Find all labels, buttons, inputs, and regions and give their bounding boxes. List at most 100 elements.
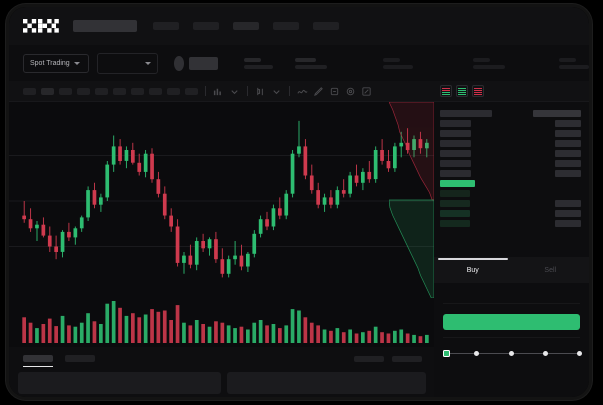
timeframe-3[interactable] (77, 87, 90, 95)
percent-slider[interactable] (443, 349, 582, 358)
timeframe-6[interactable] (131, 87, 144, 95)
ticker-stat-4 (559, 57, 589, 69)
chevron-down-icon (144, 61, 151, 65)
timeframe-1[interactable] (41, 87, 54, 95)
slider-stop-100[interactable] (577, 351, 582, 356)
order-field-2[interactable] (443, 321, 580, 338)
timeframe-9[interactable] (185, 87, 198, 95)
pair-selector-dropdown[interactable] (97, 52, 158, 74)
bottom-action-1[interactable] (392, 355, 422, 362)
ticker-stat-3 (473, 57, 505, 69)
orderbook-bid-bar (440, 149, 471, 157)
orderbook-row[interactable] (440, 168, 581, 178)
order-form (434, 283, 589, 397)
orderbook-both-icon[interactable] (440, 85, 452, 97)
bottom-tab-0[interactable] (23, 355, 53, 367)
toolbar-divider (247, 86, 248, 96)
orderbook-ask-bar (555, 149, 581, 157)
timeframe-2[interactable] (59, 87, 72, 95)
orderbook-row[interactable] (440, 138, 581, 148)
market-type-label: Spot Trading (30, 59, 70, 67)
pair-avatar (173, 55, 184, 71)
orderbook-row[interactable] (440, 148, 581, 158)
orderbook-ask-bar (555, 129, 581, 137)
magnet-icon[interactable] (329, 86, 340, 97)
market-type-dropdown[interactable]: Spot Trading (23, 53, 89, 73)
orderbook-bid-bar (440, 189, 470, 197)
orderbook-ask-bar (555, 169, 581, 177)
nav-item-1[interactable] (193, 22, 219, 30)
timeframe-4[interactable] (95, 87, 108, 95)
settings-icon[interactable] (345, 86, 356, 97)
timeframe-7[interactable] (149, 87, 162, 95)
orderbook-bid-bar (440, 179, 475, 187)
orderbook-ask-bar (555, 159, 581, 167)
ticker-stats (232, 57, 589, 69)
chevron-down-icon[interactable] (271, 86, 282, 97)
orderbook-bid-bar (440, 129, 471, 137)
orderbook-ask-bar (555, 199, 581, 207)
app-screen: Spot Trading (9, 7, 589, 397)
orderbook-row[interactable] (440, 158, 581, 168)
nav-item-3[interactable] (273, 22, 299, 30)
ticker-stat-2 (383, 57, 413, 69)
orderbook-row[interactable] (440, 218, 581, 228)
orderbook-row[interactable] (440, 128, 581, 138)
orderbook-toolbar (434, 81, 589, 102)
timeframe-5[interactable] (113, 87, 126, 95)
line-chart-icon[interactable] (297, 86, 308, 97)
bottom-panel (9, 347, 434, 397)
top-navigation-bar (9, 7, 589, 45)
timeframe-8[interactable] (167, 87, 180, 95)
orderbook-bid-bar (440, 159, 471, 167)
bottom-tab-1[interactable] (65, 355, 95, 362)
orderbook-panel[interactable] (434, 102, 589, 257)
bottom-card-1[interactable] (226, 372, 426, 394)
chevron-down-icon[interactable] (229, 86, 240, 97)
nav-item-0[interactable] (153, 22, 179, 30)
slider-handle[interactable] (443, 350, 450, 357)
order-field-0[interactable] (443, 287, 580, 304)
submit-order-button[interactable] (443, 314, 580, 330)
orderbook-row[interactable] (440, 108, 581, 118)
indicator-icon[interactable] (213, 86, 224, 97)
orderbook-bid-bar (440, 209, 470, 217)
orderbook-ask-bar (555, 219, 581, 227)
tab-buy-label: Buy (466, 266, 479, 274)
tab-buy[interactable]: Buy (434, 257, 512, 283)
timeframe-0[interactable] (23, 87, 36, 95)
ticker-stat-1 (295, 57, 327, 69)
orderbook-bid-bar (440, 119, 471, 127)
orderbook-bids-icon[interactable] (456, 85, 468, 97)
search-input[interactable] (73, 20, 137, 32)
tab-sell-label: Sell (544, 266, 557, 274)
drawing-pencil-icon[interactable] (313, 86, 324, 97)
orderbook-ask-bar (555, 119, 581, 127)
trade-side-tabs: Buy Sell (434, 257, 589, 283)
nav-item-2[interactable] (233, 22, 259, 30)
slider-stop-75[interactable] (542, 351, 548, 356)
tab-sell[interactable]: Sell (512, 257, 590, 283)
orderbook-row[interactable] (440, 198, 581, 208)
orderbook-asks-icon[interactable] (472, 85, 484, 97)
fullscreen-icon[interactable] (361, 86, 372, 97)
chart-panel[interactable] (9, 102, 434, 347)
candlestick-chart[interactable] (9, 102, 434, 298)
nav-links (153, 22, 339, 30)
bottom-card-0[interactable] (18, 372, 221, 394)
slider-stop-25[interactable] (474, 351, 480, 356)
orderbook-row[interactable] (440, 118, 581, 128)
chart-toolbar (9, 81, 434, 102)
orderbook-row[interactable] (440, 208, 581, 218)
orderbook-bid-bar (440, 139, 471, 147)
orderbook-row[interactable] (440, 188, 581, 198)
chart-type-icon[interactable] (255, 86, 266, 97)
bottom-cards (9, 362, 434, 394)
orderbook-row[interactable] (440, 178, 581, 188)
orderbook-bid-bar (440, 109, 492, 117)
bottom-action-0[interactable] (354, 355, 384, 362)
slider-stop-50[interactable] (508, 351, 514, 356)
volume-bar-chart (22, 301, 429, 343)
nav-item-4[interactable] (313, 22, 339, 30)
okx-logo-icon[interactable] (23, 19, 59, 33)
